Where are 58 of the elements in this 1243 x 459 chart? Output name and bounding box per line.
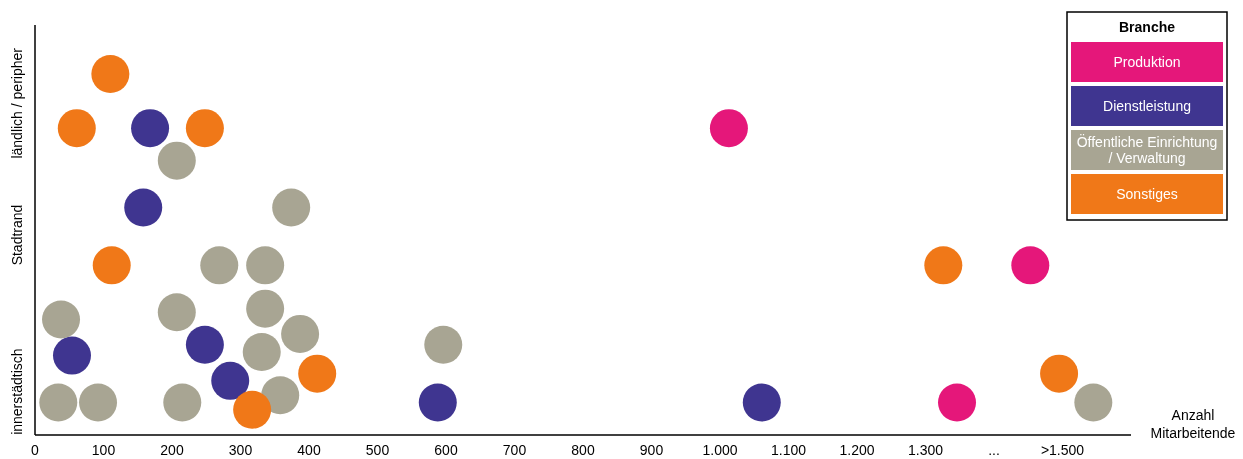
x-tick-label: 300 [228,442,253,458]
text: Sonstiges [1116,186,1178,202]
point [924,246,963,285]
x-tick-label: 100 [91,442,116,458]
point [124,188,163,227]
text: Produktion [1113,54,1181,70]
x-tick-label: 1.100 [770,442,807,458]
text: Stadtrand [9,204,25,266]
x-tick-label: ... [988,442,1000,458]
point [1040,354,1079,393]
point [92,246,131,285]
point [163,383,202,422]
x-tick-label: 500 [365,442,390,458]
point [185,325,224,364]
point [246,246,285,285]
point [938,383,977,422]
point [39,383,78,422]
x-tick-label: 900 [639,442,664,458]
point [157,141,196,180]
x-tick-label: 1.300 [907,442,944,458]
point [200,246,239,285]
x-tick-label: 400 [297,442,321,458]
point [57,109,96,148]
x-tick-label: 1.000 [702,442,738,458]
point [272,188,311,227]
point [298,354,337,393]
text: Dienstleistung [1103,98,1191,114]
point [418,383,457,422]
x-tick-label: >1.500 [1040,442,1085,458]
point [709,109,748,148]
point [52,336,91,375]
point [742,383,781,422]
x-tick-label: 1.200 [839,442,875,458]
x-tick-label: 0 [31,442,40,458]
point [79,383,118,422]
point [131,109,170,148]
x-tick-label: 200 [160,442,184,458]
point [211,361,250,400]
point [246,289,285,328]
point [157,293,196,332]
text: ländlich / peripher [9,47,25,159]
point [185,109,224,148]
legend-title: Branche [1118,19,1176,35]
x-tick-label: 700 [502,442,527,458]
point [424,325,463,364]
point [281,314,320,353]
text: innerstädtisch [9,348,25,435]
point [1074,383,1113,422]
x-tick-label: 600 [434,442,458,458]
point [42,300,81,339]
x-axis-title: Anzahl Mitarbeitende [1150,407,1236,441]
point [261,376,300,415]
x-tick-label: 800 [571,442,595,458]
point [233,390,272,429]
point [1011,246,1050,285]
point [91,55,130,93]
point [242,332,281,371]
text: Öffentliche Einrichtung / Verwaltung [1076,133,1218,166]
